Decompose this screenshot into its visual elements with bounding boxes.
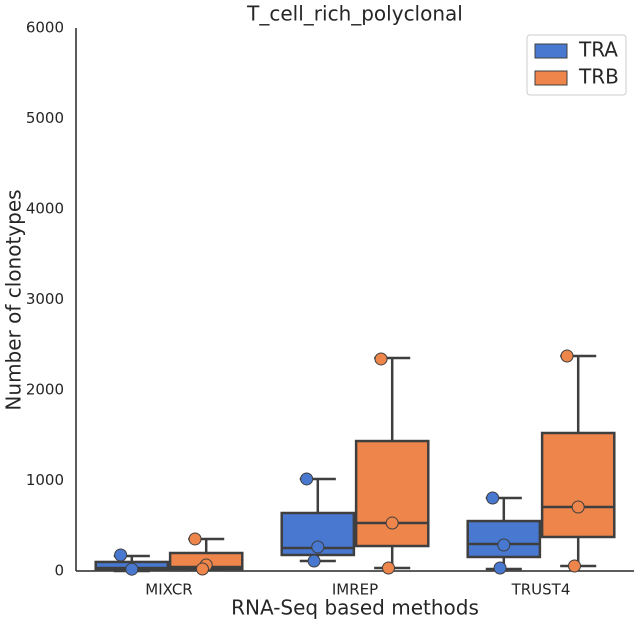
point (493, 561, 507, 575)
y-tick-label: 5000 (26, 109, 64, 127)
chart-title: T_cell_rich_polyclonal (246, 2, 463, 26)
point (188, 532, 202, 546)
x-tick-label: MIXCR (145, 581, 192, 599)
point (560, 349, 574, 363)
y-axis-label: Number of clonotypes (2, 189, 26, 410)
point (125, 562, 139, 576)
legend-label: TRA (578, 38, 618, 62)
point (571, 500, 585, 514)
point (311, 540, 325, 554)
legend-label: TRB (578, 65, 619, 89)
x-tick-label: TRUST4 (511, 581, 571, 599)
y-tick-label: 0 (54, 562, 64, 580)
y-tick-label: 6000 (26, 19, 64, 37)
point (300, 472, 314, 486)
box (540, 431, 616, 539)
point (497, 538, 511, 552)
point (114, 548, 128, 562)
point (567, 559, 581, 573)
y-tick-label: 2000 (26, 381, 64, 399)
point (307, 554, 321, 568)
legend-swatch (534, 70, 568, 86)
point (381, 561, 395, 575)
y-tick-label: 1000 (26, 471, 64, 489)
legend-swatch (534, 43, 568, 59)
point (195, 562, 209, 576)
y-tick-label: 3000 (26, 290, 64, 308)
point (374, 352, 388, 366)
x-axis-label: RNA-Seq based methods (231, 596, 479, 620)
point (486, 491, 500, 505)
y-tick-label: 4000 (26, 200, 64, 218)
x-tick-label: IMREP (332, 581, 378, 599)
box (354, 439, 430, 548)
point (385, 516, 399, 530)
